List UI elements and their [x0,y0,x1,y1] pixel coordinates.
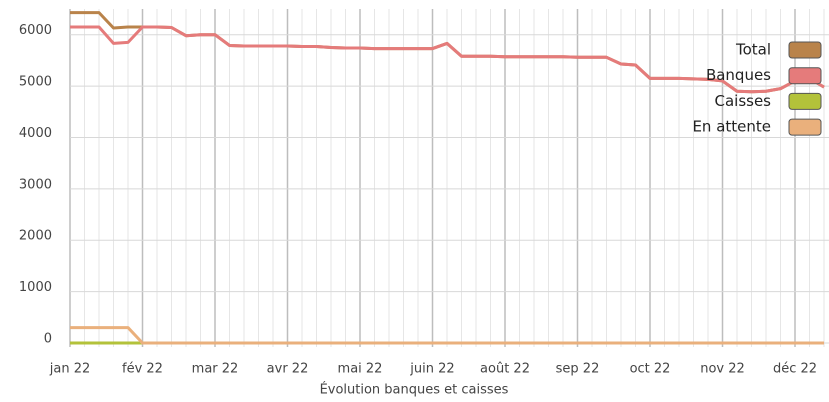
legend: Total Banques Caisses En attente [692,41,822,136]
y-tick-label: 4000 [19,126,52,141]
y-tick-label: 0 [44,332,52,347]
y-tick-label: 3000 [19,177,52,192]
legend-label: En attente [692,118,771,136]
y-tick-label: 2000 [19,229,52,244]
x-tick-label: nov 22 [700,362,745,377]
y-tick-label: 5000 [19,75,52,90]
legend-label: Total [735,41,771,59]
y-tick-label: 6000 [19,23,52,38]
series-line [70,25,825,94]
series-line [70,326,824,345]
x-tick-label: mai 22 [338,362,383,377]
x-tick-label: août 22 [480,362,530,377]
x-tick-label: juin 22 [409,362,454,377]
x-tick-label: jan 22 [49,362,91,377]
legend-swatch [788,118,822,136]
legend-swatch [788,92,822,110]
legend-label: Caisses [714,92,771,110]
legend-swatch [788,41,822,59]
x-tick-label: oct 22 [630,362,671,377]
legend-label: Banques [706,66,771,84]
x-axis-label: Évolution banques et caisses [320,382,509,398]
x-tick-label: mar 22 [192,362,239,377]
x-tick-label: avr 22 [267,362,309,377]
x-tick-label: fév 22 [122,362,163,377]
x-tick-label: sep 22 [556,362,600,377]
legend-swatch [788,67,822,85]
y-tick-label: 1000 [19,280,52,295]
x-tick-label: déc 22 [773,362,817,377]
